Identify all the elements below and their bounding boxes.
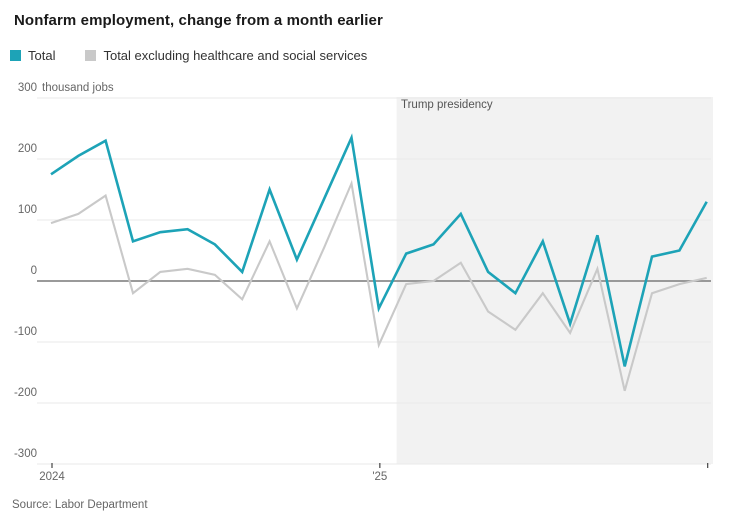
trump-presidency-label: Trump presidency — [401, 99, 493, 111]
y-axis-label: 300 — [17, 82, 37, 94]
legend-label-total: Total — [28, 48, 56, 63]
ex-healthcare-line — [50, 179, 707, 392]
y-axis-label: -200 — [13, 387, 37, 399]
legend-swatch-ex-healthcare — [85, 50, 97, 61]
legend-item-total: Total — [10, 48, 55, 63]
chart-title: Nonfarm employment, change from a month … — [14, 12, 383, 29]
y-axis-label: 100 — [17, 204, 37, 216]
total-line — [50, 133, 708, 367]
x-axis-label: 2024 — [39, 471, 65, 483]
y-axis-label: 0 — [30, 265, 37, 277]
legend: Total Total excluding healthcare and soc… — [10, 48, 367, 63]
legend-label-ex-healthcare: Total excluding healthcare and social se… — [103, 48, 368, 63]
legend-item-ex-healthcare: Total excluding healthcare and social se… — [85, 48, 367, 63]
y-axis-label: -300 — [13, 448, 37, 460]
source-note: Source: Labor Department — [12, 499, 148, 511]
y-axis-label: 200 — [17, 143, 37, 155]
x-axis-label: '25 — [372, 471, 388, 483]
y-axis-unit-label: thousand jobs — [42, 82, 114, 94]
legend-swatch-total — [10, 50, 21, 61]
y-axis-label: -100 — [13, 326, 37, 338]
